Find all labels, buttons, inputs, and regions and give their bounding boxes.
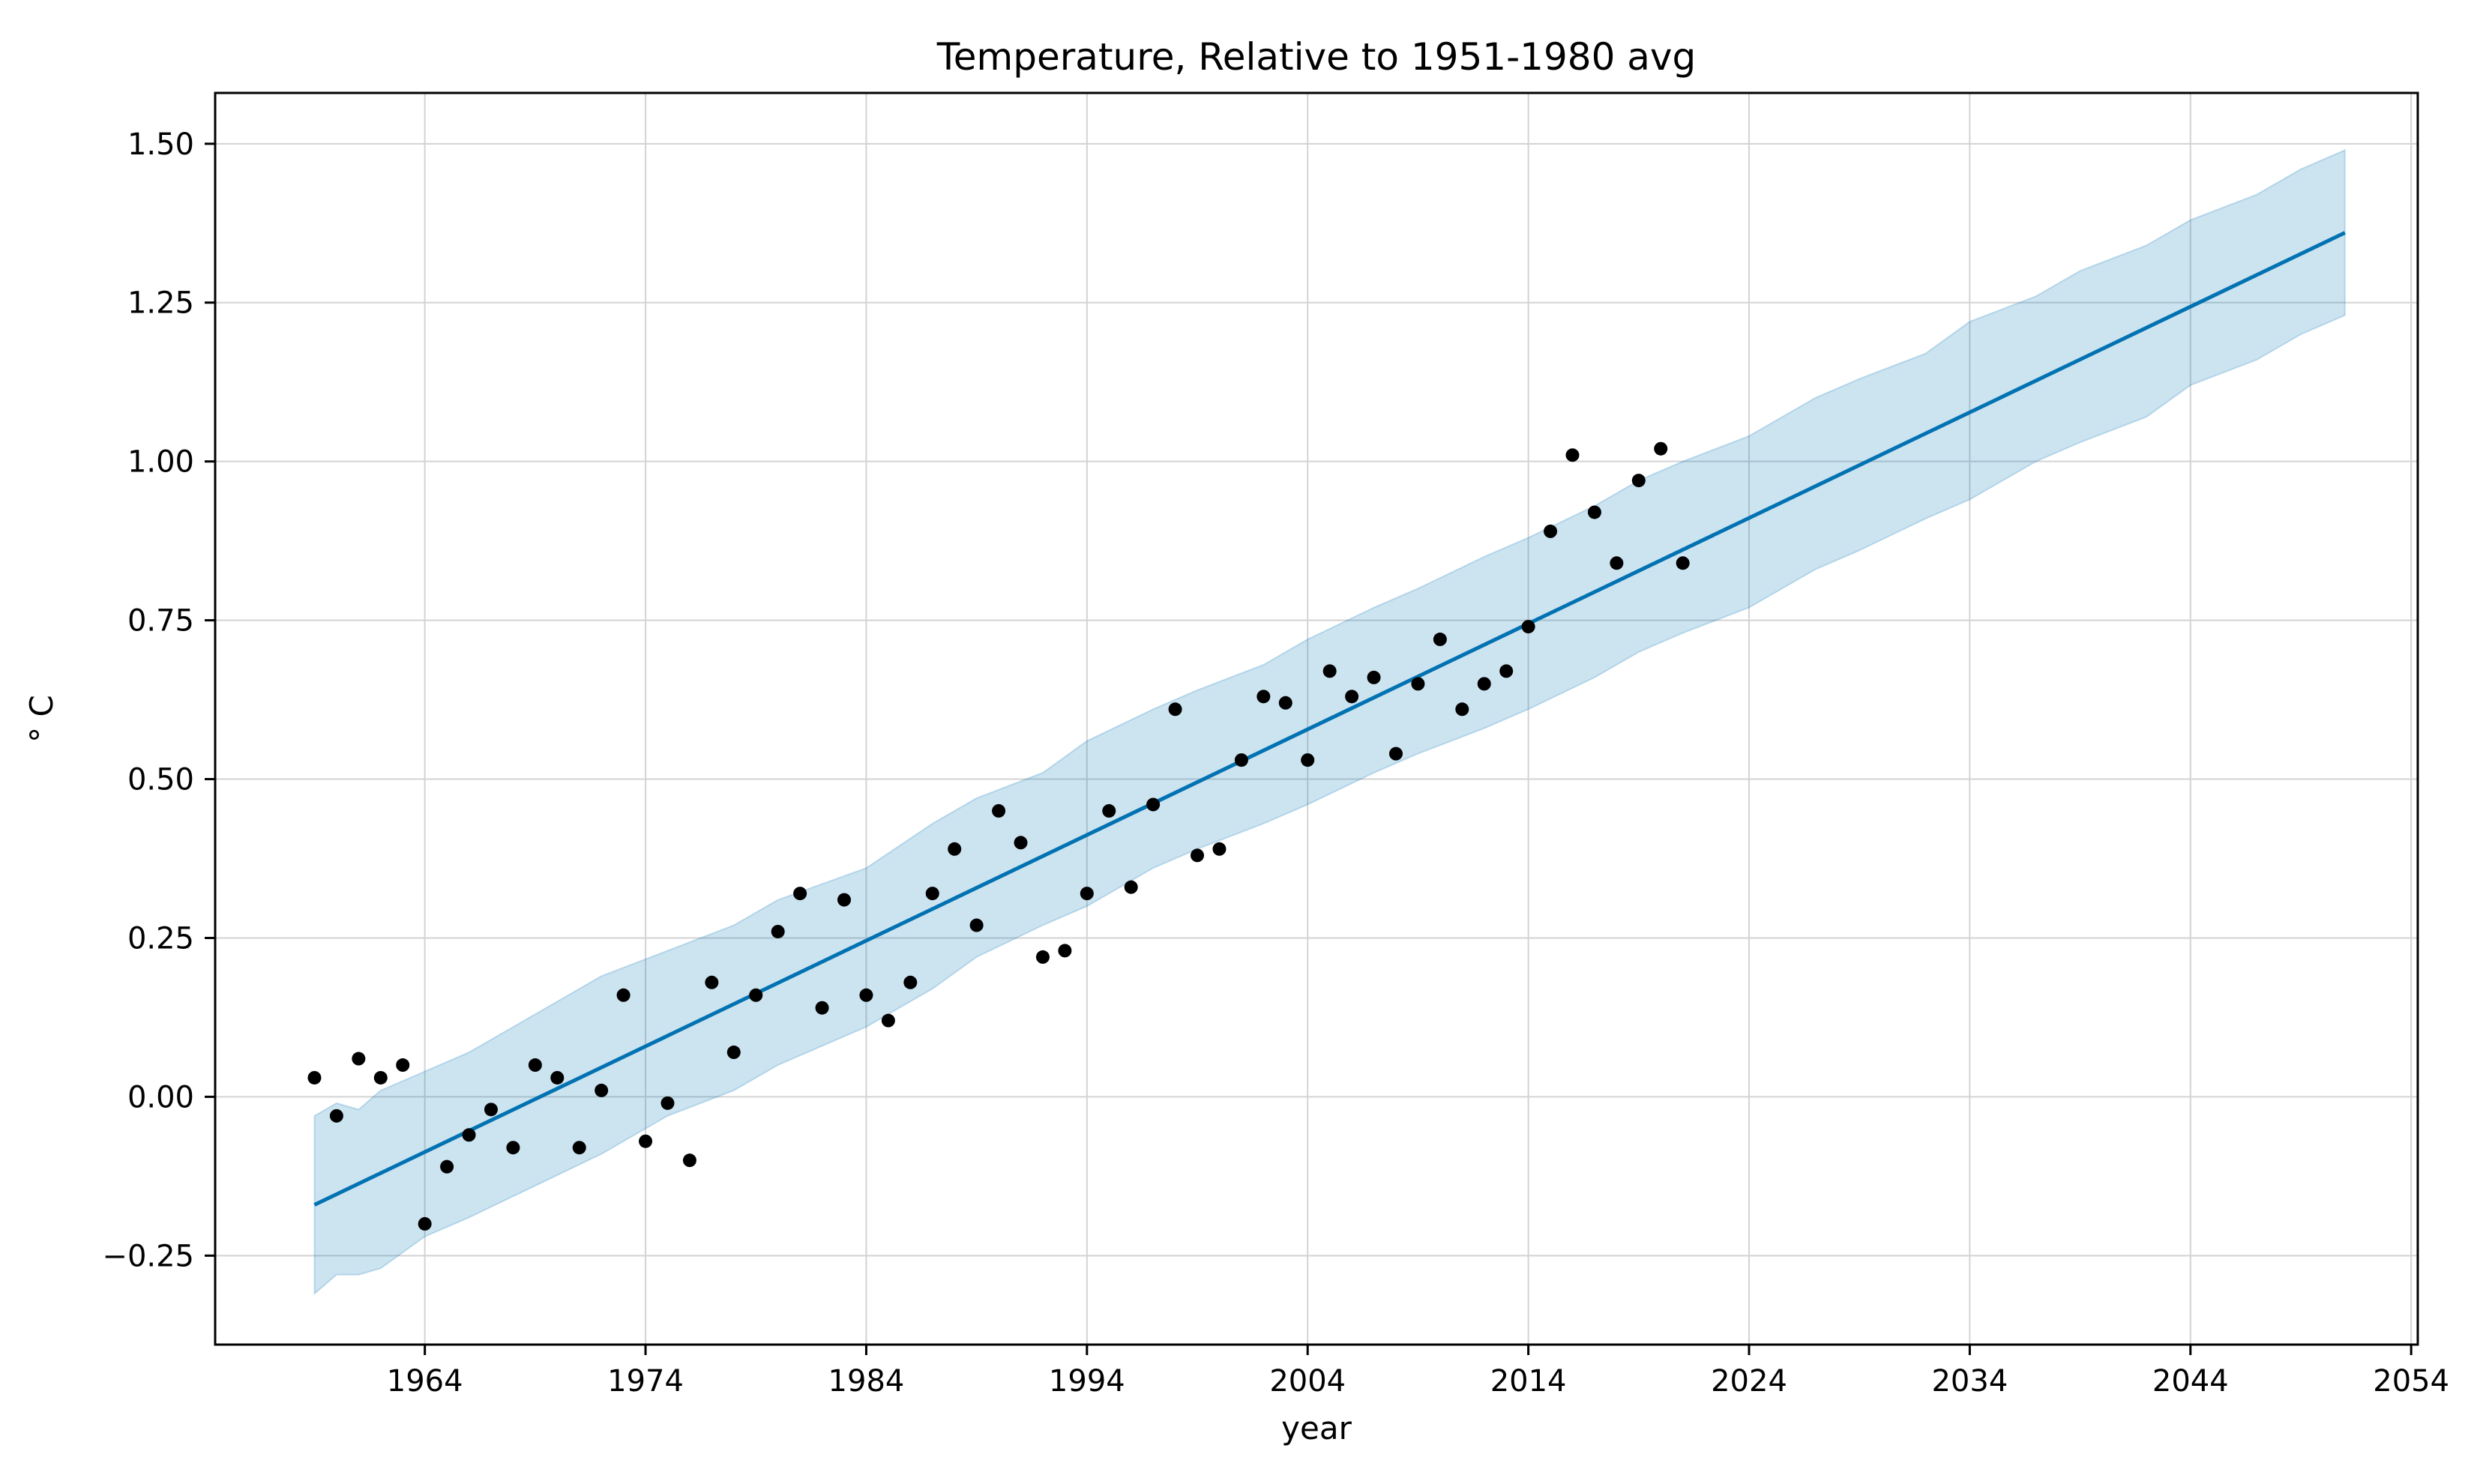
observed-point (771, 924, 785, 938)
observed-point (1168, 702, 1182, 717)
observed-point (1345, 690, 1359, 704)
observed-point (1654, 441, 1668, 456)
y-tick-label: 0.25 (127, 921, 194, 956)
observed-point (396, 1058, 410, 1073)
x-tick-label: 2024 (1711, 1364, 1787, 1399)
observed-point (329, 1109, 343, 1123)
observed-point (1388, 746, 1403, 761)
observed-point (506, 1141, 520, 1155)
chart-title: Temperature, Relative to 1951-1980 avg (936, 35, 1697, 79)
observed-point (1278, 696, 1292, 710)
x-tick-label: 2004 (1269, 1364, 1346, 1399)
observed-point (1146, 797, 1161, 812)
observed-point (682, 1153, 696, 1168)
observed-point (528, 1058, 542, 1073)
observed-point (948, 842, 962, 856)
observed-point (352, 1052, 366, 1066)
observed-point (815, 1001, 829, 1015)
forecast-line-layer (313, 231, 2346, 1207)
y-tick-label: 1.50 (127, 127, 194, 162)
observed-point (1234, 753, 1248, 767)
observed-point (969, 918, 984, 932)
observed-point (793, 887, 807, 901)
observed-point (1433, 633, 1447, 647)
observed-point (903, 975, 918, 989)
observed-point (1587, 505, 1601, 519)
observed-point (1367, 670, 1381, 684)
observed-point (1191, 848, 1205, 863)
observed-point (418, 1216, 432, 1231)
observed-point (440, 1159, 454, 1174)
observed-point (1212, 842, 1227, 856)
observed-point (1499, 664, 1514, 678)
observed-point (373, 1070, 388, 1085)
y-axis-label: ° C (23, 695, 60, 743)
observed-point (749, 988, 763, 1002)
uncertainty-band (313, 148, 2346, 1296)
x-tick-label: 1984 (828, 1364, 905, 1399)
observed-point (1544, 524, 1558, 538)
x-tick-label: 1974 (607, 1364, 684, 1399)
observed-point (484, 1103, 498, 1117)
x-tick-label: 2054 (2373, 1364, 2449, 1399)
plot-frame (214, 91, 2419, 1346)
observed-point (859, 988, 873, 1002)
observed-point (1058, 944, 1072, 958)
x-tick-label: 2034 (1931, 1364, 2008, 1399)
gridlines (215, 93, 2418, 1345)
observed-point (1301, 753, 1315, 767)
y-axis-ticks: −0.25 0.00 0.25 0.50 0.75 1.00 1.25 1.50 (102, 127, 215, 1273)
observed-point (1256, 690, 1271, 704)
observed-point (1610, 556, 1624, 570)
y-tick-label: 0.50 (127, 763, 194, 797)
observed-point (1035, 950, 1050, 964)
observed-point (1565, 448, 1580, 462)
observed-point (1080, 887, 1094, 901)
observed-point (925, 887, 939, 901)
observed-points-layer (307, 441, 1690, 1231)
observed-point (1477, 677, 1491, 691)
y-tick-label: 1.00 (127, 445, 194, 480)
x-axis-label: year (1281, 1410, 1352, 1447)
observed-point (1455, 702, 1469, 717)
y-tick-label: 1.25 (127, 286, 194, 321)
observed-point (1102, 803, 1116, 818)
observed-point (1014, 836, 1028, 850)
observed-point (1676, 556, 1690, 570)
x-tick-label: 1994 (1049, 1364, 1125, 1399)
x-tick-label: 2044 (2152, 1364, 2229, 1399)
observed-point (837, 893, 852, 907)
forecast-line (313, 231, 2346, 1207)
observed-point (660, 1096, 675, 1110)
observed-point (1521, 620, 1535, 634)
observed-point (639, 1134, 653, 1148)
observed-point (1322, 664, 1337, 678)
observed-point (616, 988, 630, 1002)
observed-point (462, 1128, 476, 1142)
observed-point (881, 1013, 895, 1028)
observed-point (1124, 880, 1138, 894)
y-tick-label: 0.00 (127, 1080, 194, 1114)
observed-point (572, 1141, 586, 1155)
y-tick-label: 0.75 (127, 604, 194, 639)
observed-point (595, 1083, 609, 1097)
observed-point (992, 803, 1006, 818)
observed-point (726, 1046, 741, 1060)
x-tick-label: 1964 (387, 1364, 463, 1399)
x-axis-ticks: 1964 1974 1984 1994 2004 2014 2024 2034 2044 2054 (387, 1345, 2449, 1399)
observed-point (1411, 677, 1425, 691)
observed-point (307, 1070, 322, 1085)
observed-point (705, 975, 719, 989)
observed-point (1631, 474, 1646, 488)
y-tick-label: −0.25 (102, 1239, 194, 1273)
uncertainty-band-layer (313, 148, 2346, 1296)
x-tick-label: 2014 (1490, 1364, 1567, 1399)
observed-point (550, 1070, 565, 1085)
